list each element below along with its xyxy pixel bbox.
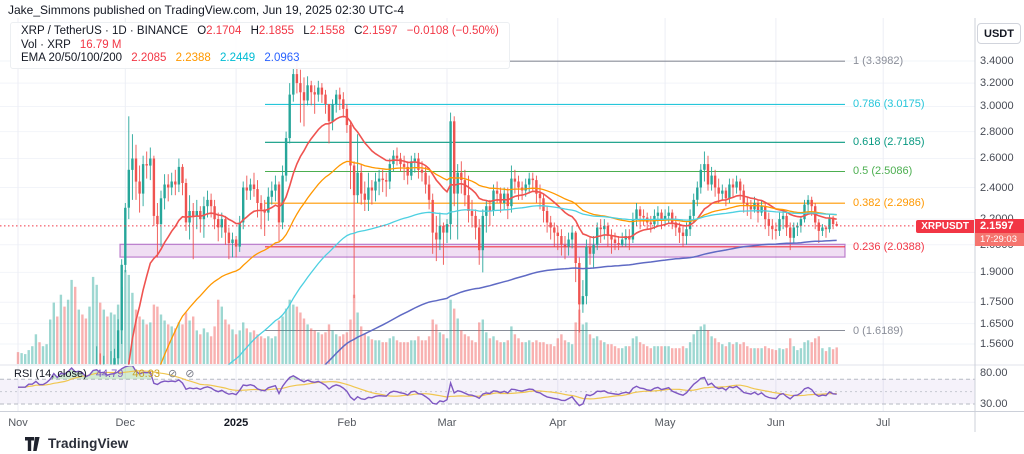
legend-volume-row[interactable]: Vol · XRP 16.79 M [21,39,499,53]
ema50-value: 2.2388 [175,52,211,64]
legend-symbol-row[interactable]: XRP / TetherUS · 1D · BINANCE O2.1704 H2… [21,25,499,39]
time-axis-label: Feb [337,417,357,429]
time-axis-label: Jun [767,417,785,429]
open-value: 2.1704 [206,25,242,37]
rsi-hidden-icon[interactable]: ⊘ [168,367,178,380]
candles-layer [96,61,838,365]
current-price-tag: 2.1597 [975,219,1024,233]
rsi-legend[interactable]: RSI (14, close) 44.79 46.93 ⊘ ⊘ [14,367,195,380]
time-axis-label: Dec [115,417,136,429]
price-axis-label: 1.9000 [980,266,1014,279]
rsi-axis-label: 30.00 [980,398,1008,410]
ema200-value: 2.0963 [264,52,300,64]
close-label: C [354,25,363,37]
rsi-ma-hidden-icon[interactable]: ⊘ [185,367,195,380]
rsi-label: RSI (14, close) [14,368,87,380]
volume-label: Vol · XRP [21,38,71,51]
rsi-overbought-fill [50,366,706,380]
fib-level-label: 0.786 (3.0175) [853,98,925,111]
open-label: O [197,25,207,37]
price-axis-label: 1.5600 [980,338,1014,350]
ema-label: EMA 20/50/100/200 [21,52,123,64]
currency-toggle-button[interactable]: USDT [977,23,1021,44]
ema20-value: 2.2085 [131,52,167,64]
price-axis-label: 3.4000 [980,55,1014,68]
symbol-title: XRP / TetherUS · 1D · BINANCE [21,25,189,37]
time-axis-label: May [654,417,676,429]
price-axis-label: 2.6000 [980,152,1014,165]
time-axis-label: Jul [876,417,891,429]
price-axis-label: 3.2000 [980,77,1014,90]
time-axis-label: Apr [549,417,567,429]
tradingview-logo[interactable]: TradingView [25,436,128,451]
symbol-price-tag: XRPUSDT [916,220,974,233]
chart-legend: XRP / TetherUS · 1D · BINANCE O2.1704 H2… [10,22,510,69]
rsi-ma-value: 46.93 [132,368,160,380]
change-value: −0.0108 (−0.50%) [406,25,499,37]
fib-level-label: 0.5 (2.5086) [853,165,913,178]
tradingview-logo-icon [25,436,40,451]
rsi-line [18,366,837,407]
fib-retracement-lines [265,60,845,332]
price-axis-label: 1.6500 [980,317,1014,330]
rsi-axis-label: 80.00 [980,367,1008,379]
fib-level-label: 0.618 (2.7185) [853,136,925,149]
time-axis-label: Mar [437,417,457,429]
time-axis-label: Nov [8,417,28,429]
attribution-text: Jake_Simmons published on TradingView.co… [8,3,405,17]
price-axis-label: 3.0000 [980,100,1014,113]
fib-level-label: 0 (1.6189) [853,324,904,337]
fib-level-label: 0.382 (2.2986) [853,197,925,210]
low-value: 2.1558 [309,25,345,37]
tradingview-logo-text: TradingView [48,436,129,451]
price-axis-label: 2.4000 [980,181,1014,194]
time-axis-label: 2025 [223,417,249,429]
bar-countdown-tag: 17:29:03 [975,233,1024,246]
price-axis-label: 2.8000 [980,125,1014,138]
fib-level-label: 0.236 (2.0388) [853,240,925,253]
volume-bars [16,270,838,365]
high-value: 2.1855 [258,25,295,37]
low-label: L [303,25,310,37]
high-label: H [250,25,259,37]
rsi-ma-line [18,370,837,400]
legend-ema-row[interactable]: EMA 20/50/100/200 2.2085 2.2388 2.2449 2… [21,52,499,66]
fib-level-label: 1 (3.3982) [853,55,904,68]
rsi-value: 44.79 [95,368,124,380]
price-axis-label: 1.7500 [980,296,1014,309]
ema100-value: 2.2449 [220,52,256,64]
ema-lines [127,115,837,365]
volume-value: 16.79 M [79,38,122,51]
close-value: 2.1597 [362,25,398,37]
